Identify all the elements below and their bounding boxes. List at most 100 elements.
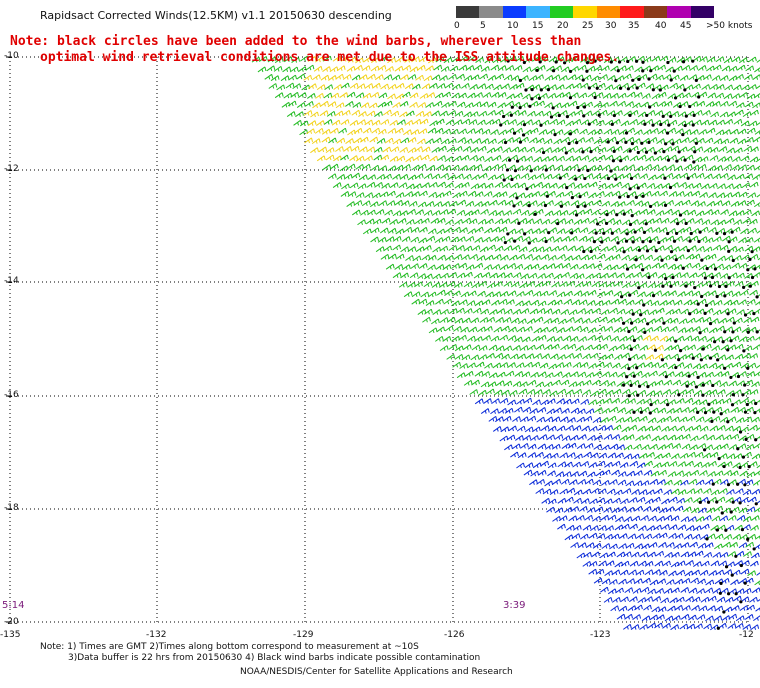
wind-barb <box>733 453 743 460</box>
contamination-circle <box>693 286 697 290</box>
wind-barb <box>366 181 376 188</box>
wind-barb <box>511 443 521 450</box>
wind-barb <box>396 155 406 162</box>
wind-barb <box>731 255 742 263</box>
wind-barb <box>367 174 377 181</box>
wind-barb <box>540 425 550 431</box>
wind-barb <box>702 109 711 116</box>
wind-barb <box>588 156 598 163</box>
wind-barb <box>463 138 473 145</box>
wind-barb <box>683 163 693 170</box>
wind-barb <box>755 535 760 540</box>
wind-barb <box>699 56 708 63</box>
wind-barb <box>469 84 479 90</box>
wind-barb <box>738 497 749 505</box>
wind-barb <box>547 425 557 432</box>
wind-barb <box>551 281 560 288</box>
wind-barb <box>346 163 356 170</box>
colorbar-swatch <box>502 6 527 18</box>
wind-barb <box>439 245 449 252</box>
wind-barb <box>540 399 550 406</box>
note-line-2: optimal wind retrieval conditions are me… <box>40 50 620 65</box>
wind-barb <box>363 56 372 63</box>
wind-barb <box>647 282 657 289</box>
wind-barb <box>425 138 435 145</box>
contamination-circle <box>651 294 656 298</box>
wind-barb <box>681 64 691 71</box>
wind-barb <box>636 462 646 469</box>
wind-barb <box>515 56 525 62</box>
wind-barb <box>557 497 567 504</box>
wind-barb <box>364 119 374 126</box>
wind-barb <box>546 336 556 342</box>
wind-barb <box>523 228 534 236</box>
wind-barb <box>414 218 423 225</box>
wind-barb <box>653 147 664 155</box>
wind-barb <box>746 506 756 513</box>
wind-barb <box>403 226 413 233</box>
wind-barb <box>482 236 492 243</box>
wind-barb <box>506 434 516 441</box>
contamination-circle <box>754 438 758 442</box>
wind-barb <box>532 228 541 234</box>
wind-barb <box>704 137 714 144</box>
wind-barb <box>419 118 429 125</box>
wind-barb <box>615 587 624 594</box>
wind-barb <box>702 514 712 521</box>
wind-barb <box>464 370 474 377</box>
wind-barb <box>706 127 716 134</box>
wind-barb <box>395 82 405 89</box>
wind-barb <box>681 129 692 137</box>
wind-barb <box>503 308 513 315</box>
wind-barb <box>453 325 462 332</box>
wind-barb <box>581 182 590 189</box>
wind-barb <box>554 263 564 269</box>
wind-barb <box>654 183 663 190</box>
wind-barb <box>601 371 611 378</box>
wind-barb <box>480 138 490 144</box>
wind-barb <box>654 379 664 386</box>
wind-barb <box>630 453 640 460</box>
contamination-circle <box>683 158 687 162</box>
wind-barb <box>738 191 748 198</box>
wind-barb <box>696 298 707 306</box>
wind-barb <box>588 192 597 199</box>
wind-barb <box>541 218 551 225</box>
wind-barb <box>376 173 386 180</box>
lon-label--135: -135 <box>0 630 21 640</box>
wind-barb <box>703 444 714 452</box>
wind-barb <box>663 489 673 496</box>
wind-barb <box>667 263 677 270</box>
wind-barb <box>724 255 734 261</box>
wind-barb <box>423 75 433 82</box>
wind-barb <box>746 604 755 611</box>
contamination-circle <box>637 286 641 290</box>
wind-barb <box>585 273 595 280</box>
wind-barb <box>714 533 724 540</box>
wind-barb <box>542 389 551 395</box>
wind-barb <box>559 488 569 495</box>
wind-barb <box>385 236 395 243</box>
wind-barb <box>383 74 393 81</box>
wind-barb <box>555 84 565 91</box>
wind-barb <box>646 182 656 189</box>
wind-barb <box>639 309 650 317</box>
wind-barb <box>668 496 678 503</box>
wind-barb <box>556 327 566 334</box>
wind-barb <box>649 579 659 586</box>
wind-barb <box>709 83 719 90</box>
wind-barb <box>307 120 317 127</box>
wind-barb <box>637 111 647 118</box>
wind-barb <box>431 173 441 180</box>
contamination-circle <box>705 267 709 271</box>
contamination-circle <box>678 213 683 217</box>
contamination-circle <box>629 383 633 387</box>
wind-barb <box>717 255 726 262</box>
wind-barb <box>276 84 286 91</box>
wind-barb <box>492 57 502 64</box>
wind-barb <box>676 218 687 226</box>
contamination-circle <box>671 275 675 280</box>
contamination-circle <box>658 88 662 92</box>
contamination-circle <box>693 150 697 154</box>
contamination-circle <box>518 106 522 110</box>
